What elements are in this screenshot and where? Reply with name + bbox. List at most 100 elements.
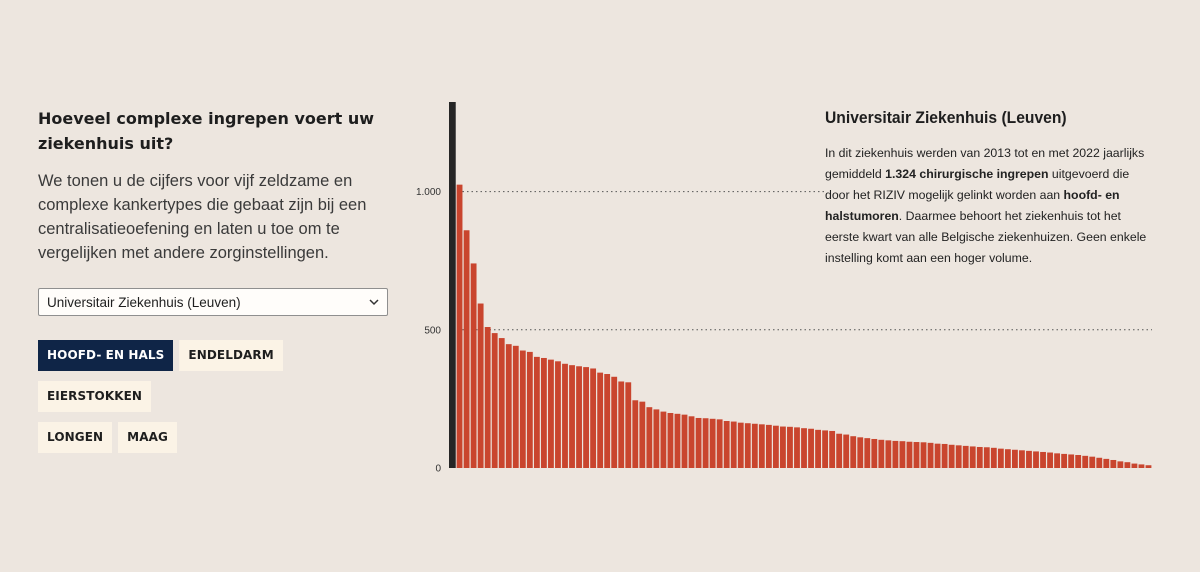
hospital-bar[interactable] <box>1019 450 1025 468</box>
hospital-bar[interactable] <box>688 416 695 468</box>
hospital-bar[interactable] <box>1012 449 1018 468</box>
hospital-bar[interactable] <box>491 333 498 468</box>
hospital-bar[interactable] <box>983 447 990 468</box>
tab-endeldarm[interactable]: ENDELDARM <box>179 340 283 371</box>
hospital-bar[interactable] <box>1054 453 1061 468</box>
hospital-bar[interactable] <box>850 436 857 468</box>
hospital-bar[interactable] <box>899 441 906 468</box>
hospital-bar[interactable] <box>456 184 463 468</box>
hospital-bar[interactable] <box>941 443 948 468</box>
hospital-bar[interactable] <box>772 425 779 468</box>
hospital-bar[interactable] <box>533 356 540 468</box>
hospital-bar[interactable] <box>484 327 491 468</box>
hospital-bar[interactable] <box>787 426 793 468</box>
hospital-bar[interactable] <box>934 443 941 468</box>
hospital-bar[interactable] <box>864 438 871 468</box>
hospital-bar[interactable] <box>920 442 927 468</box>
hospital-bar[interactable] <box>857 437 864 468</box>
hospital-bar[interactable] <box>562 363 568 468</box>
hospital-bar[interactable] <box>470 263 477 468</box>
hospital-bar[interactable] <box>1089 456 1096 468</box>
hospital-bar[interactable] <box>604 374 611 468</box>
hospital-bar[interactable] <box>1004 449 1011 468</box>
hospital-bar[interactable] <box>1061 453 1068 468</box>
hospital-bar[interactable] <box>1075 455 1082 468</box>
hospital-bar[interactable] <box>674 413 681 468</box>
hospital-bar[interactable] <box>632 400 639 468</box>
tab-eierstokken[interactable]: EIERSTOKKEN <box>38 381 152 412</box>
hospital-select[interactable]: Universitair Ziekenhuis (Leuven) <box>38 288 388 316</box>
tab-longen[interactable]: LONGEN <box>38 422 113 453</box>
hospital-bar[interactable] <box>885 440 892 468</box>
hospital-bar[interactable] <box>660 411 667 468</box>
hospital-bar[interactable] <box>1110 459 1117 468</box>
hospital-bar[interactable] <box>878 439 885 468</box>
hospital-bar[interactable] <box>1124 462 1131 468</box>
hospital-bar[interactable] <box>730 421 737 468</box>
hospital-bar[interactable] <box>1068 454 1075 468</box>
tab-maag[interactable]: MAAG <box>118 422 177 453</box>
hospital-bar[interactable] <box>512 345 519 468</box>
hospital-bar[interactable] <box>801 428 807 468</box>
hospital-bar[interactable] <box>843 434 850 468</box>
hospital-bar[interactable] <box>597 372 604 468</box>
hospital-bar[interactable] <box>744 423 751 468</box>
hospital-bar[interactable] <box>1117 461 1124 468</box>
hospital-bar[interactable] <box>751 423 758 468</box>
hospital-bar[interactable] <box>1131 463 1138 468</box>
hospital-bar[interactable] <box>723 421 730 468</box>
hospital-bar[interactable] <box>681 414 688 468</box>
hospital-bar[interactable] <box>576 366 582 468</box>
hospital-bar[interactable] <box>829 430 836 468</box>
hospital-bar[interactable] <box>997 448 1004 468</box>
hospital-bar[interactable] <box>815 429 821 468</box>
hospital-bar[interactable] <box>962 445 969 468</box>
hospital-bar[interactable] <box>1103 458 1110 468</box>
highlighted-hospital-bar[interactable] <box>449 102 456 468</box>
hospital-bar[interactable] <box>702 418 709 468</box>
hospital-bar[interactable] <box>1096 457 1103 468</box>
hospital-bar[interactable] <box>836 433 843 468</box>
hospital-bar[interactable] <box>976 446 983 468</box>
hospital-bar[interactable] <box>737 422 744 468</box>
hospital-bar[interactable] <box>822 430 829 468</box>
hospital-bar[interactable] <box>1082 455 1089 468</box>
hospital-bar[interactable] <box>639 401 646 468</box>
hospital-bar[interactable] <box>716 419 723 468</box>
hospital-bar[interactable] <box>794 427 800 468</box>
hospital-bar[interactable] <box>498 338 505 468</box>
hospital-bar[interactable] <box>709 418 716 468</box>
hospital-bar[interactable] <box>695 417 702 468</box>
tab-hoofd-en-hals[interactable]: HOOFD- EN HALS <box>38 340 174 371</box>
hospital-bar[interactable] <box>913 442 920 468</box>
hospital-bar[interactable] <box>1145 465 1152 468</box>
hospital-bar[interactable] <box>625 382 632 468</box>
hospital-bar[interactable] <box>1033 451 1039 468</box>
hospital-bar[interactable] <box>667 412 674 468</box>
hospital-bar[interactable] <box>948 444 955 468</box>
hospital-bar[interactable] <box>540 357 547 468</box>
hospital-bar[interactable] <box>758 424 765 468</box>
hospital-bar[interactable] <box>548 359 554 468</box>
hospital-bar[interactable] <box>519 350 526 468</box>
hospital-bar[interactable] <box>892 440 899 468</box>
hospital-bar[interactable] <box>569 365 575 468</box>
hospital-bar[interactable] <box>1026 450 1032 468</box>
hospital-bar[interactable] <box>463 230 470 468</box>
hospital-bar[interactable] <box>765 424 772 468</box>
hospital-bar[interactable] <box>555 361 561 468</box>
hospital-bar[interactable] <box>590 368 597 468</box>
hospital-bar[interactable] <box>808 428 814 468</box>
hospital-bar[interactable] <box>618 381 625 468</box>
hospital-bar[interactable] <box>906 441 913 468</box>
hospital-bar[interactable] <box>955 445 962 468</box>
hospital-bar[interactable] <box>871 438 878 468</box>
hospital-bar[interactable] <box>526 351 533 468</box>
hospital-bar[interactable] <box>505 344 512 468</box>
hospital-bar[interactable] <box>583 367 589 468</box>
hospital-bar[interactable] <box>927 442 934 468</box>
hospital-bar[interactable] <box>780 426 786 468</box>
hospital-bar[interactable] <box>969 446 976 468</box>
hospital-bar[interactable] <box>1138 464 1145 468</box>
hospital-bar[interactable] <box>611 376 618 468</box>
